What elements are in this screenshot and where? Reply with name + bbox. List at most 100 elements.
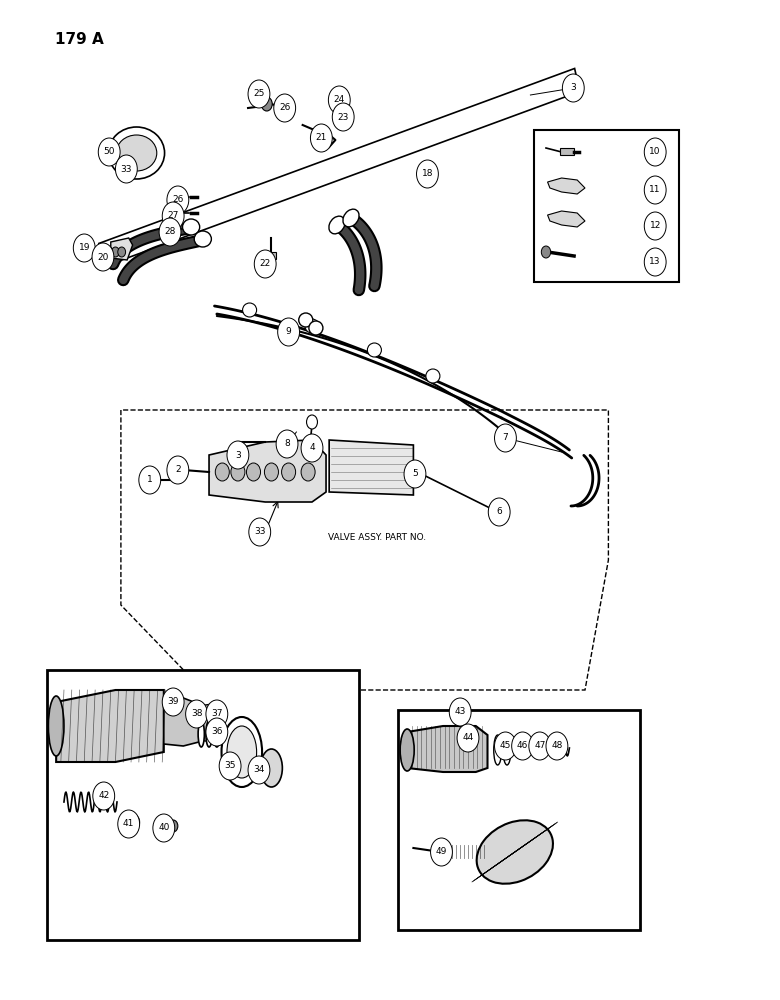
Circle shape [512, 740, 525, 756]
Circle shape [644, 212, 666, 240]
Text: 36: 36 [211, 728, 222, 736]
Circle shape [512, 732, 534, 760]
Circle shape [431, 838, 452, 866]
Circle shape [121, 815, 132, 829]
Circle shape [644, 138, 666, 166]
Circle shape [449, 698, 471, 726]
Circle shape [129, 815, 140, 829]
Circle shape [167, 186, 189, 214]
Circle shape [301, 463, 315, 481]
Text: 47: 47 [534, 742, 545, 750]
Circle shape [404, 460, 426, 488]
Polygon shape [407, 726, 488, 772]
Text: 23: 23 [338, 112, 349, 121]
Polygon shape [99, 68, 580, 267]
Circle shape [167, 456, 189, 484]
Circle shape [644, 248, 666, 276]
Circle shape [93, 782, 115, 810]
Text: 3: 3 [235, 450, 241, 460]
Circle shape [153, 814, 175, 842]
Text: 45: 45 [500, 742, 511, 750]
Ellipse shape [214, 721, 220, 747]
Ellipse shape [174, 465, 185, 475]
Circle shape [339, 111, 348, 123]
Circle shape [274, 94, 296, 122]
Circle shape [301, 434, 323, 462]
Circle shape [495, 424, 516, 452]
Ellipse shape [494, 735, 502, 765]
Circle shape [112, 247, 119, 257]
Circle shape [495, 732, 516, 760]
Ellipse shape [261, 749, 282, 787]
Ellipse shape [222, 717, 262, 787]
Circle shape [248, 80, 270, 108]
Text: 7: 7 [502, 434, 509, 442]
Circle shape [529, 732, 551, 760]
Text: 43: 43 [455, 708, 466, 716]
Text: 49: 49 [436, 848, 447, 856]
Circle shape [328, 86, 350, 114]
Text: 26: 26 [279, 104, 290, 112]
Bar [398, 710, 640, 930]
Circle shape [115, 155, 137, 183]
Text: 12: 12 [650, 222, 661, 231]
Circle shape [249, 518, 271, 546]
Circle shape [261, 97, 272, 111]
Circle shape [168, 820, 178, 832]
Circle shape [206, 718, 228, 746]
Circle shape [162, 202, 184, 230]
Circle shape [162, 688, 184, 716]
Polygon shape [329, 440, 413, 495]
Circle shape [644, 176, 666, 204]
Text: 8: 8 [284, 440, 290, 448]
Circle shape [562, 74, 584, 102]
Text: 39: 39 [168, 698, 179, 706]
Text: 41: 41 [123, 820, 134, 828]
Text: 28: 28 [165, 228, 176, 236]
Text: 40: 40 [158, 824, 169, 832]
Ellipse shape [490, 500, 509, 520]
Text: 2: 2 [175, 466, 181, 475]
Circle shape [246, 463, 261, 481]
Circle shape [139, 466, 161, 494]
Circle shape [219, 752, 241, 780]
Text: 19: 19 [79, 243, 90, 252]
Text: 9: 9 [285, 328, 292, 336]
Bar [560, 148, 574, 155]
Text: 13: 13 [650, 257, 661, 266]
Ellipse shape [329, 216, 345, 234]
Text: 24: 24 [334, 96, 345, 104]
Text: 44: 44 [463, 734, 473, 742]
Bar [123, 165, 131, 171]
Circle shape [186, 700, 207, 728]
Circle shape [307, 415, 317, 429]
Text: 48: 48 [551, 742, 562, 750]
Circle shape [98, 138, 120, 166]
Ellipse shape [426, 369, 440, 383]
Ellipse shape [243, 303, 257, 317]
Circle shape [282, 463, 296, 481]
Polygon shape [164, 698, 199, 746]
Text: 4: 4 [309, 444, 315, 452]
Text: 27: 27 [168, 212, 179, 221]
Text: 50: 50 [104, 147, 115, 156]
Circle shape [227, 441, 249, 469]
Text: 3: 3 [570, 84, 576, 93]
Circle shape [546, 732, 568, 760]
Text: 34: 34 [254, 766, 264, 774]
Polygon shape [548, 211, 585, 227]
Polygon shape [548, 178, 585, 194]
Circle shape [73, 234, 95, 262]
Text: 6: 6 [496, 508, 502, 516]
Text: 20: 20 [98, 252, 108, 261]
Circle shape [457, 724, 479, 752]
Polygon shape [199, 704, 220, 742]
Text: 38: 38 [191, 710, 202, 718]
Ellipse shape [194, 231, 211, 247]
Ellipse shape [116, 135, 157, 171]
Text: 33: 33 [121, 164, 132, 174]
Ellipse shape [48, 696, 64, 756]
Circle shape [541, 246, 551, 258]
Ellipse shape [198, 721, 204, 747]
Polygon shape [56, 690, 164, 762]
